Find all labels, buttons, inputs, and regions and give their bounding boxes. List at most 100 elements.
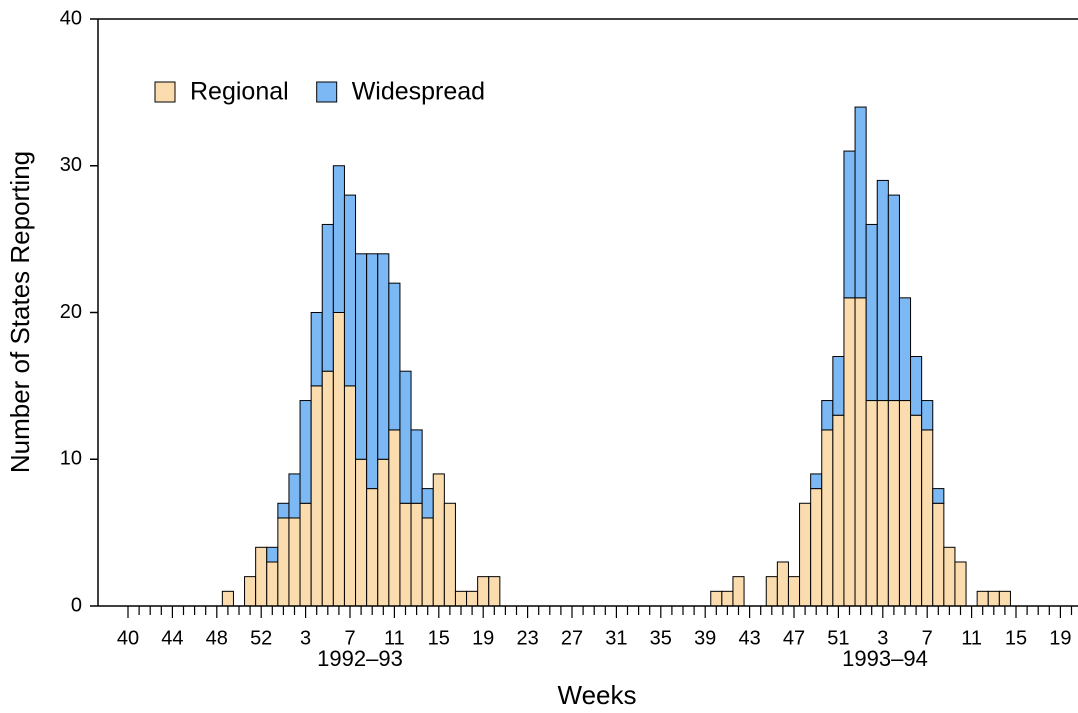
y-axis-label: Number of States Reporting <box>5 151 35 473</box>
bar-segment <box>355 458 368 607</box>
bar-segment <box>910 414 923 607</box>
x-tick-label: 52 <box>250 627 272 649</box>
bar-segment <box>277 502 290 519</box>
x-tick-label: 35 <box>650 627 672 649</box>
bar-segment <box>299 400 312 504</box>
x-tick-label: 40 <box>117 627 139 649</box>
x-tick-label: 15 <box>428 627 450 649</box>
bar-segment <box>876 179 889 402</box>
bar-segment <box>244 576 257 607</box>
legend-swatch <box>316 81 338 103</box>
season-label: 1993–94 <box>842 646 928 671</box>
bar-segment <box>954 561 967 607</box>
x-axis-label: Weeks <box>558 680 637 710</box>
bar-segment <box>865 223 878 402</box>
bar-segment <box>921 429 934 607</box>
bar-segment <box>477 576 490 607</box>
bar-segment <box>399 502 412 607</box>
bar-segment <box>366 253 379 490</box>
bar-segment <box>410 429 423 504</box>
bar-segment <box>732 576 745 607</box>
bar-segment <box>887 400 900 607</box>
bar-segment <box>987 590 1000 607</box>
bar-segment <box>343 194 357 387</box>
x-tick-label: 48 <box>206 627 228 649</box>
bar-segment <box>787 576 801 607</box>
bar-segment <box>321 370 334 607</box>
bar-segment <box>310 312 323 387</box>
bar-segment <box>821 400 834 431</box>
y-tick-label: 20 <box>60 301 82 323</box>
bar-segment <box>388 429 401 607</box>
legend-swatch <box>154 81 176 103</box>
y-tick-label: 0 <box>71 594 82 616</box>
bar-segment <box>388 282 401 431</box>
bar-segment <box>310 385 323 607</box>
bar-segment <box>843 150 856 299</box>
bar-segment <box>410 502 423 607</box>
x-tick-label: 23 <box>516 627 538 649</box>
bar-segment <box>843 297 856 607</box>
bar-segment <box>466 590 479 607</box>
y-tick-label: 10 <box>60 448 82 470</box>
bar-segment <box>898 400 912 607</box>
x-tick-label: 3 <box>877 627 888 649</box>
x-tick-label: 43 <box>738 627 760 649</box>
bar-segment <box>288 517 301 607</box>
y-tick-label: 40 <box>60 7 82 29</box>
x-tick-label: 19 <box>1049 627 1071 649</box>
bar-segment <box>943 546 956 607</box>
bar-segment <box>355 253 368 460</box>
bar-segment <box>854 106 867 299</box>
bar-segment <box>876 400 889 607</box>
bar-segment <box>821 429 834 607</box>
x-tick-label: 51 <box>827 627 849 649</box>
bar-segment <box>932 488 945 504</box>
x-tick-label: 11 <box>384 627 405 649</box>
bar-segment <box>366 488 379 607</box>
x-tick-label: 3 <box>300 627 311 649</box>
bar-segment <box>832 414 845 607</box>
bar-segment <box>810 488 823 607</box>
bar-segment <box>221 590 234 607</box>
bar-segment <box>810 473 823 490</box>
x-tick-label: 44 <box>161 627 183 649</box>
bar-segment <box>432 473 445 607</box>
bar-segment <box>421 488 434 519</box>
bar-segment <box>277 517 290 607</box>
bar-segment <box>332 165 345 313</box>
bar-segment <box>976 590 989 607</box>
y-tick-label: 30 <box>60 154 82 176</box>
x-tick-label: 27 <box>561 627 583 649</box>
bar-segment <box>321 223 334 372</box>
bar-segment <box>799 502 812 607</box>
bar-segment <box>299 502 312 607</box>
bar-segment <box>266 546 279 563</box>
bar-segment <box>443 502 456 607</box>
bar-segment <box>454 590 468 607</box>
bar-segment <box>887 194 900 402</box>
bar-segment <box>898 297 912 402</box>
legend-label: Regional <box>190 78 289 106</box>
bar-segment <box>932 502 945 607</box>
bar-segment <box>255 546 268 607</box>
x-tick-label: 11 <box>961 627 982 649</box>
x-tick-label: 31 <box>605 627 627 649</box>
x-tick-label: 15 <box>1005 627 1027 649</box>
bar-segment <box>910 356 923 416</box>
legend-label: Widespread <box>352 78 485 106</box>
bar-segment <box>266 561 279 607</box>
bar-segment <box>710 590 723 607</box>
bar-segment <box>377 458 390 607</box>
x-tick-label: 7 <box>922 627 933 649</box>
bar-segment <box>854 297 867 607</box>
bar-segment <box>998 590 1011 607</box>
season-label: 1992–93 <box>317 646 403 671</box>
bar-segment <box>776 561 789 607</box>
bar-segment <box>343 385 357 607</box>
x-tick-label: 19 <box>472 627 494 649</box>
bar-segment <box>865 400 878 607</box>
bar-segment <box>288 473 301 519</box>
bar-segment <box>488 576 501 607</box>
bar-segment <box>721 590 734 607</box>
